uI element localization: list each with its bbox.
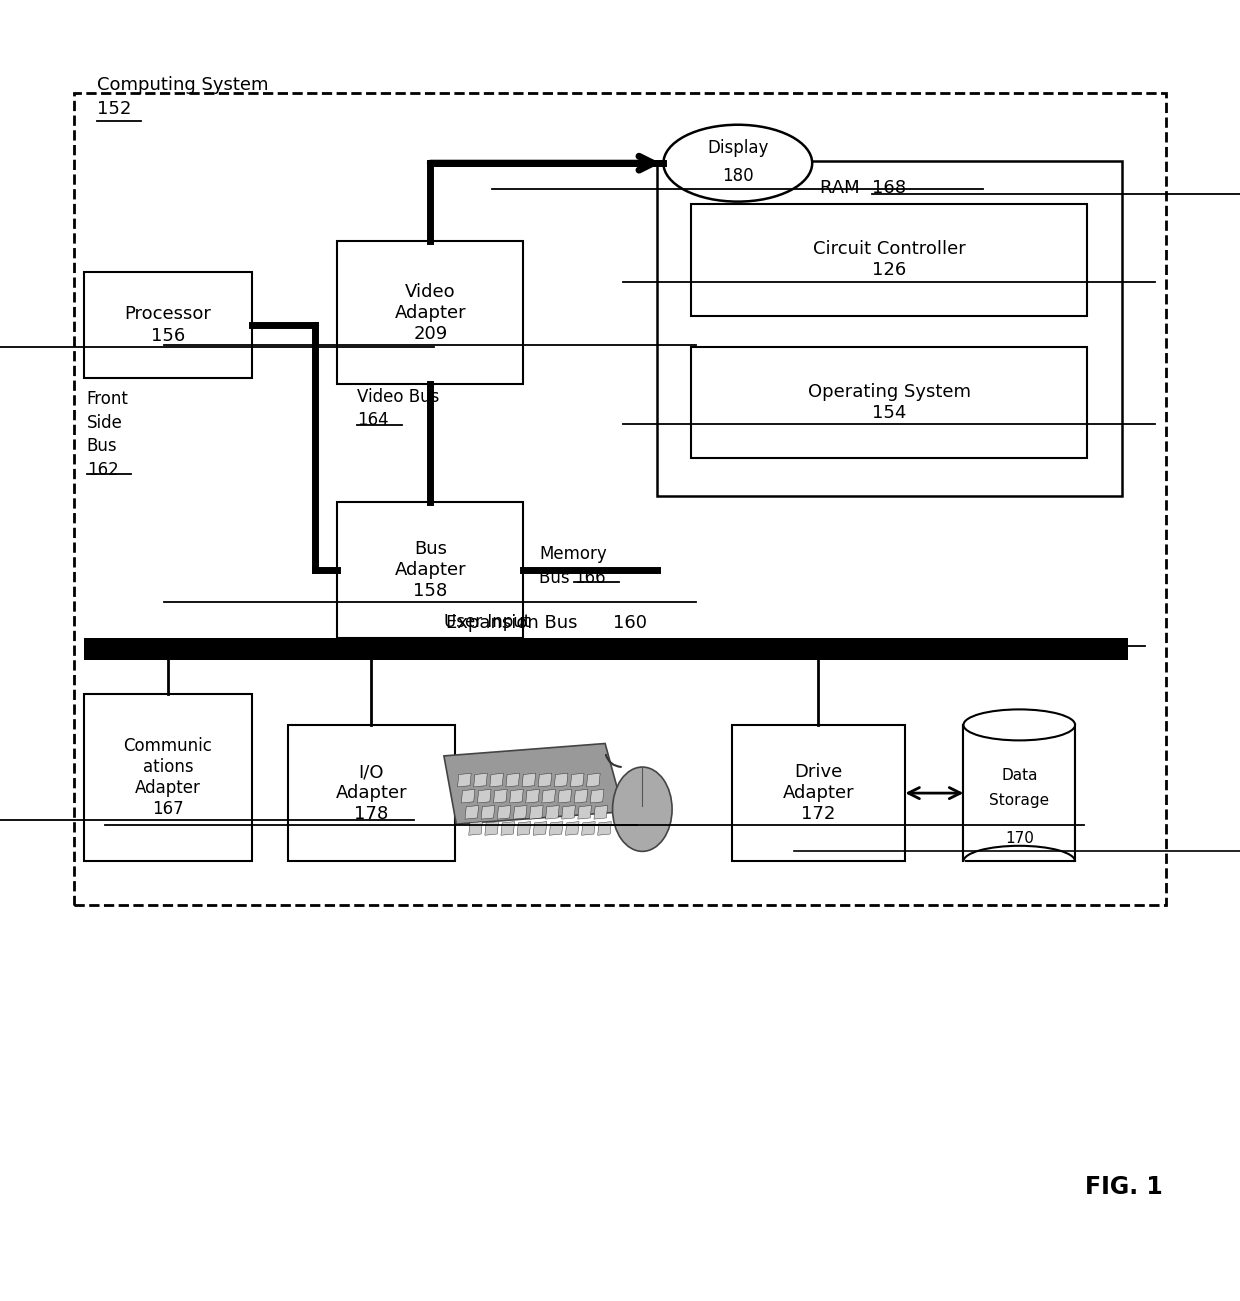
Text: Adapter: Adapter bbox=[394, 561, 466, 579]
Bar bbox=[337, 502, 523, 637]
Text: 180: 180 bbox=[722, 167, 754, 185]
Polygon shape bbox=[529, 805, 543, 820]
Polygon shape bbox=[549, 822, 563, 835]
Ellipse shape bbox=[613, 768, 672, 851]
Text: I/O: I/O bbox=[358, 762, 384, 781]
Bar bbox=[657, 161, 1122, 496]
Text: 170: 170 bbox=[1004, 831, 1034, 847]
Polygon shape bbox=[474, 773, 487, 787]
Polygon shape bbox=[497, 805, 511, 820]
Text: Data: Data bbox=[1001, 768, 1038, 783]
Polygon shape bbox=[522, 773, 536, 787]
Text: Storage: Storage bbox=[990, 792, 1049, 808]
Polygon shape bbox=[565, 822, 579, 835]
Text: Communic: Communic bbox=[124, 736, 212, 755]
Polygon shape bbox=[444, 743, 624, 824]
Polygon shape bbox=[501, 822, 515, 835]
Polygon shape bbox=[461, 790, 475, 803]
Polygon shape bbox=[587, 773, 600, 787]
Text: Operating System: Operating System bbox=[807, 382, 971, 401]
Polygon shape bbox=[538, 773, 552, 787]
Polygon shape bbox=[465, 805, 479, 820]
Polygon shape bbox=[570, 773, 584, 787]
Text: Bus: Bus bbox=[539, 569, 575, 587]
Polygon shape bbox=[490, 773, 503, 787]
Text: Adapter: Adapter bbox=[394, 303, 466, 321]
Text: RAM: RAM bbox=[820, 180, 870, 198]
Polygon shape bbox=[477, 790, 491, 803]
Text: Adapter: Adapter bbox=[135, 779, 201, 798]
Text: 152: 152 bbox=[97, 100, 131, 118]
Text: Side: Side bbox=[87, 414, 123, 432]
Text: Circuit Controller: Circuit Controller bbox=[812, 241, 966, 259]
Text: User Input: User Input bbox=[444, 613, 531, 631]
Text: 154: 154 bbox=[872, 405, 906, 422]
Bar bbox=[732, 725, 905, 861]
Bar bbox=[691, 346, 1087, 458]
Polygon shape bbox=[517, 822, 531, 835]
Text: 160: 160 bbox=[613, 614, 646, 632]
Text: Adapter: Adapter bbox=[782, 785, 854, 803]
Bar bbox=[74, 92, 1166, 904]
Text: Video Bus: Video Bus bbox=[357, 388, 439, 406]
Polygon shape bbox=[510, 790, 523, 803]
Polygon shape bbox=[590, 790, 604, 803]
Bar bbox=[84, 693, 252, 861]
Polygon shape bbox=[481, 805, 495, 820]
Text: 166: 166 bbox=[574, 569, 606, 587]
Polygon shape bbox=[469, 822, 482, 835]
Bar bbox=[337, 241, 523, 384]
Text: 164: 164 bbox=[357, 411, 389, 429]
Bar bbox=[288, 725, 455, 861]
Text: Bus: Bus bbox=[87, 437, 118, 455]
Text: 209: 209 bbox=[413, 325, 448, 342]
Text: Drive: Drive bbox=[795, 762, 842, 781]
Polygon shape bbox=[506, 773, 520, 787]
Text: 158: 158 bbox=[413, 582, 448, 600]
Text: ations: ations bbox=[143, 758, 193, 777]
Text: Devices: Devices bbox=[444, 637, 520, 654]
Ellipse shape bbox=[663, 125, 812, 202]
Text: Memory: Memory bbox=[539, 545, 608, 563]
Polygon shape bbox=[574, 790, 588, 803]
Polygon shape bbox=[485, 822, 498, 835]
Text: 156: 156 bbox=[151, 327, 185, 345]
Text: Adapter: Adapter bbox=[336, 785, 407, 803]
Polygon shape bbox=[546, 805, 559, 820]
Text: Processor: Processor bbox=[124, 306, 212, 324]
Text: 181: 181 bbox=[515, 637, 547, 654]
Text: 172: 172 bbox=[801, 805, 836, 824]
Polygon shape bbox=[594, 805, 608, 820]
Text: Bus: Bus bbox=[414, 540, 446, 558]
Text: Video: Video bbox=[405, 282, 455, 301]
Polygon shape bbox=[598, 822, 611, 835]
Text: Display: Display bbox=[707, 139, 769, 157]
Polygon shape bbox=[578, 805, 591, 820]
Polygon shape bbox=[542, 790, 556, 803]
Polygon shape bbox=[562, 805, 575, 820]
Polygon shape bbox=[533, 822, 547, 835]
Text: 168: 168 bbox=[873, 180, 906, 198]
Text: Front: Front bbox=[87, 390, 129, 409]
Bar bbox=[84, 272, 252, 377]
Polygon shape bbox=[513, 805, 527, 820]
Text: Expansion Bus: Expansion Bus bbox=[446, 614, 584, 632]
Text: 126: 126 bbox=[872, 262, 906, 280]
Bar bbox=[963, 725, 1075, 861]
Bar bbox=[84, 637, 1128, 661]
Polygon shape bbox=[526, 790, 539, 803]
Text: 162: 162 bbox=[87, 461, 119, 479]
Polygon shape bbox=[558, 790, 572, 803]
Bar bbox=[691, 204, 1087, 316]
Polygon shape bbox=[494, 790, 507, 803]
Text: 178: 178 bbox=[355, 805, 388, 824]
Polygon shape bbox=[458, 773, 471, 787]
Text: FIG. 1: FIG. 1 bbox=[1085, 1175, 1163, 1198]
Text: 167: 167 bbox=[153, 800, 184, 818]
Polygon shape bbox=[582, 822, 595, 835]
Ellipse shape bbox=[963, 709, 1075, 740]
Text: Computing System: Computing System bbox=[97, 77, 268, 95]
Polygon shape bbox=[554, 773, 568, 787]
